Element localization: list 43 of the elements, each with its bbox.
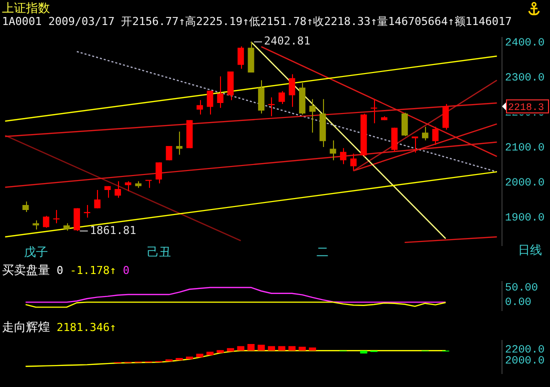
text: 0: [56, 264, 64, 277]
y-tick-label: 2000.0: [505, 356, 545, 368]
chart-title: 上证指数: [2, 1, 50, 15]
chart-title: 走向辉煌: [2, 320, 50, 334]
x-tick-label: 戊子: [24, 244, 48, 259]
y-tick-label: 2200.0: [505, 344, 545, 356]
y-tick-label: 1900.0: [505, 212, 545, 225]
bar: [308, 347, 316, 351]
x-tick-label: 二: [316, 244, 329, 259]
text: -1.178↑: [70, 264, 116, 277]
text: 2218.3: [508, 102, 544, 114]
bar: [360, 350, 368, 354]
bar: [226, 348, 234, 352]
y-tick-label: 2100.0: [505, 142, 545, 155]
candlestick: [176, 131, 182, 156]
text: 日线: [518, 242, 542, 259]
bar: [176, 358, 183, 360]
bar: [288, 346, 296, 351]
bar: [206, 352, 214, 356]
bar: [258, 344, 265, 351]
bar: [196, 354, 204, 358]
y-tick-label: 2000.0: [505, 178, 545, 190]
bar: [268, 346, 276, 351]
annotation: 1861.81: [90, 224, 136, 237]
bar: [278, 346, 286, 351]
bar: [298, 346, 306, 351]
y-tick-label: 2300.0: [505, 72, 545, 85]
chart-title: 买卖盘量: [2, 263, 50, 277]
text: 0: [122, 264, 130, 277]
x-tick-label: 己丑: [146, 244, 171, 259]
candlestick: [422, 126, 428, 141]
bar: [237, 346, 244, 351]
y-tick-label: 0.00: [505, 297, 532, 310]
bar: [216, 350, 224, 353]
bar: [186, 356, 194, 360]
chart-subtitle: 1A0001 2009/03/17 开2156.77↑高2225.19↑低2151.78↑收2218.33↑量146705664↑额1146017: [2, 14, 512, 29]
text: 2181.346↑: [56, 321, 116, 334]
y-tick-label: 50.00: [505, 282, 538, 294]
y-tick-label: 2400.0: [505, 38, 545, 50]
candlestick: [32, 220, 40, 230]
bar: [247, 344, 255, 351]
annotation: 2402.81: [264, 34, 310, 48]
candlestick: [412, 136, 418, 154]
